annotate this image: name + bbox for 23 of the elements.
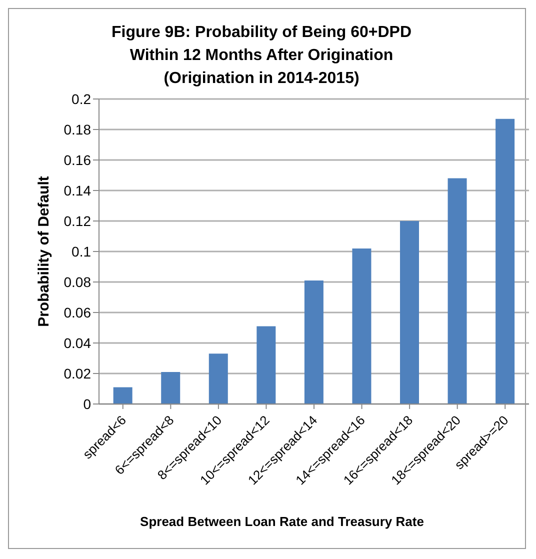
bar (256, 326, 276, 404)
y-tick-label: 0.08 (64, 274, 92, 290)
chart-title: Figure 9B: Probability of Being 60+DPD Within 12 Months After Origination (Origination in 2014-2015) (110, 23, 413, 89)
bar (161, 372, 180, 404)
bar (496, 118, 515, 404)
bar (352, 248, 372, 404)
y-tick-label: 0.2 (72, 90, 92, 107)
bar (113, 387, 132, 404)
y-tick-label: 0.18 (64, 121, 92, 138)
y-tick-label: 0.06 (64, 304, 92, 320)
bar (448, 178, 467, 404)
y-tick-label: 0.16 (64, 152, 92, 168)
y-tick-label: 0 (83, 396, 92, 412)
x-axis-title: Spread Between Loan Rate and Treasury Rate (139, 514, 425, 529)
y-tick-label: 0.14 (64, 182, 92, 198)
bar (208, 354, 228, 404)
y-tick-label: 0.1 (72, 243, 92, 260)
bar (304, 280, 324, 404)
bar (400, 221, 419, 404)
y-tick-label: 0.04 (64, 334, 92, 351)
y-tick-label: 0.02 (64, 365, 92, 382)
y-axis-title: Probability of Default (35, 176, 52, 327)
y-tick-label: 0.12 (64, 212, 92, 229)
